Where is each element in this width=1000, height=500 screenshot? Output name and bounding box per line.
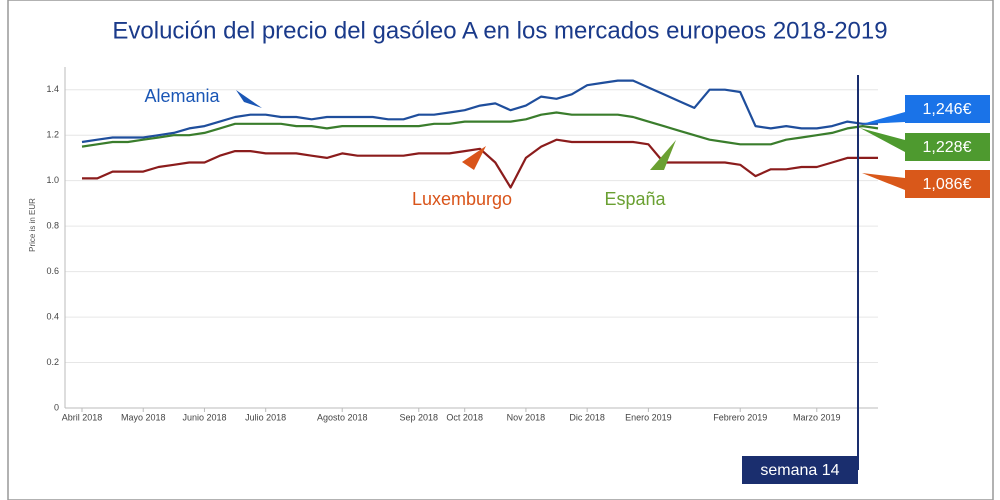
end-label: 1,246€ <box>923 101 972 118</box>
series-line <box>81 111 879 148</box>
x-tick-label: Agosto 2018 <box>317 412 368 422</box>
frame <box>7 0 994 500</box>
y-tick-label: 0.8 <box>46 221 59 231</box>
x-tick-label: Mayo 2018 <box>121 412 166 422</box>
x-tick-label: Sep 2018 <box>399 412 438 422</box>
end-label-box <box>905 133 990 161</box>
chart-title: Evolución del precio del gasóleo A en lo… <box>112 17 887 44</box>
series-line <box>81 79 878 144</box>
x-tick-label: Abril 2018 <box>62 412 103 422</box>
end-label-pointer <box>862 112 905 124</box>
week-label: semana 14 <box>760 462 839 479</box>
y-tick-label: 0.2 <box>46 357 59 367</box>
series-label: España <box>604 189 666 209</box>
x-tick-label: Enero 2019 <box>625 412 672 422</box>
end-label-pointer <box>860 128 905 152</box>
x-tick-label: Febrero 2019 <box>713 412 767 422</box>
x-tick-label: Oct 2018 <box>446 412 483 422</box>
end-label-box <box>905 170 990 198</box>
x-tick-label: Junio 2018 <box>182 412 226 422</box>
end-label: 1,228€ <box>923 139 972 156</box>
week-box <box>742 456 858 484</box>
y-tick-label: 0.6 <box>46 266 59 276</box>
series-line <box>82 138 878 189</box>
series-label: Alemania <box>144 86 220 106</box>
end-label-box <box>905 95 990 123</box>
y-tick-label: 0.4 <box>46 311 59 321</box>
x-tick-label: Nov 2018 <box>507 412 546 422</box>
end-label-pointer <box>862 173 905 190</box>
x-tick-label: Marzo 2019 <box>793 412 841 422</box>
y-tick-label: 1.4 <box>46 84 59 94</box>
label-pointer <box>236 90 262 108</box>
y-axis-label: Price is in EUR <box>28 198 37 252</box>
y-tick-label: 1.2 <box>46 130 59 140</box>
y-tick-label: 1.0 <box>46 175 59 185</box>
label-pointer <box>650 140 676 170</box>
x-tick-label: Dic 2018 <box>569 412 605 422</box>
end-label: 1,086€ <box>923 176 972 193</box>
y-tick-label: 0 <box>54 402 59 412</box>
label-pointer <box>462 146 486 170</box>
x-tick-label: Julio 2018 <box>245 412 286 422</box>
series-label: Luxemburgo <box>412 189 512 209</box>
